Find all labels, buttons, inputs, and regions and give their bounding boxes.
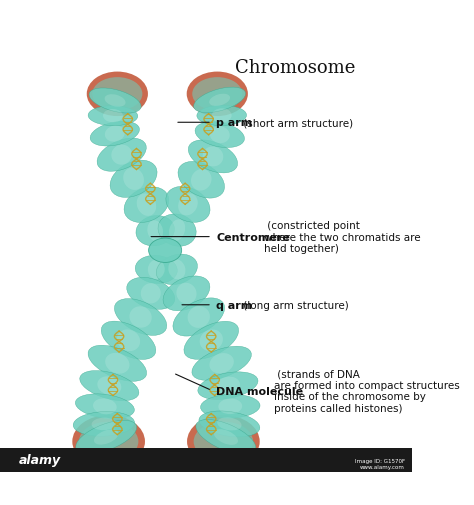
Ellipse shape	[188, 307, 210, 328]
Ellipse shape	[195, 122, 245, 148]
Ellipse shape	[136, 216, 174, 246]
Ellipse shape	[111, 145, 132, 165]
Ellipse shape	[91, 418, 116, 430]
Ellipse shape	[191, 170, 211, 191]
Text: DNA molecule: DNA molecule	[216, 386, 303, 396]
Ellipse shape	[89, 89, 141, 114]
Ellipse shape	[216, 377, 240, 395]
Ellipse shape	[156, 255, 198, 285]
Ellipse shape	[194, 88, 246, 113]
Ellipse shape	[169, 220, 185, 241]
Text: (strands of DNA
are formed into compact structures
inside of the chromosome by
p: (strands of DNA are formed into compact …	[273, 369, 459, 413]
Ellipse shape	[105, 353, 129, 374]
Ellipse shape	[192, 78, 242, 111]
Ellipse shape	[173, 298, 225, 336]
Ellipse shape	[73, 412, 135, 436]
Ellipse shape	[105, 126, 125, 142]
Ellipse shape	[187, 415, 260, 468]
Ellipse shape	[90, 122, 139, 146]
Ellipse shape	[105, 95, 126, 108]
Ellipse shape	[158, 215, 196, 247]
Ellipse shape	[210, 127, 230, 144]
Text: q arm: q arm	[216, 300, 253, 310]
Ellipse shape	[199, 411, 260, 437]
Ellipse shape	[192, 346, 251, 381]
Ellipse shape	[196, 420, 256, 454]
Ellipse shape	[210, 354, 234, 374]
Text: alamy: alamy	[19, 453, 61, 466]
Ellipse shape	[149, 239, 182, 263]
Ellipse shape	[163, 276, 210, 311]
Ellipse shape	[92, 78, 142, 111]
Ellipse shape	[80, 371, 139, 401]
Ellipse shape	[97, 377, 121, 395]
Ellipse shape	[127, 278, 175, 310]
Ellipse shape	[94, 430, 118, 445]
Ellipse shape	[184, 322, 238, 360]
Ellipse shape	[197, 106, 246, 126]
Ellipse shape	[141, 284, 161, 304]
Ellipse shape	[148, 260, 165, 280]
Text: (long arm structure): (long arm structure)	[240, 300, 349, 310]
Ellipse shape	[178, 194, 198, 216]
Ellipse shape	[124, 187, 169, 223]
Ellipse shape	[93, 398, 117, 415]
Ellipse shape	[200, 330, 223, 351]
Ellipse shape	[198, 372, 258, 399]
Ellipse shape	[117, 330, 140, 351]
Ellipse shape	[168, 260, 185, 280]
Ellipse shape	[147, 221, 163, 242]
Ellipse shape	[209, 94, 230, 107]
Ellipse shape	[79, 422, 138, 462]
Ellipse shape	[103, 110, 123, 123]
Bar	[0, 447, 412, 472]
Text: Image ID: G1570F
www.alamy.com: Image ID: G1570F www.alamy.com	[355, 458, 405, 469]
Text: p arm: p arm	[216, 118, 253, 128]
Ellipse shape	[73, 415, 145, 468]
Ellipse shape	[194, 422, 253, 462]
Ellipse shape	[188, 140, 237, 174]
Ellipse shape	[101, 322, 156, 360]
Ellipse shape	[88, 107, 138, 126]
Ellipse shape	[88, 345, 146, 381]
Ellipse shape	[137, 194, 156, 217]
Ellipse shape	[176, 283, 197, 304]
Ellipse shape	[129, 307, 152, 328]
Ellipse shape	[201, 394, 260, 419]
Ellipse shape	[217, 418, 242, 431]
Ellipse shape	[212, 109, 232, 123]
Ellipse shape	[123, 168, 144, 190]
Ellipse shape	[219, 399, 242, 414]
Ellipse shape	[87, 72, 148, 117]
Ellipse shape	[114, 299, 167, 336]
Ellipse shape	[178, 162, 225, 198]
Ellipse shape	[166, 187, 210, 223]
Ellipse shape	[202, 147, 223, 167]
Text: (constricted point
where the two chromatids are
held together): (constricted point where the two chromat…	[264, 221, 421, 254]
Ellipse shape	[187, 72, 248, 117]
Ellipse shape	[76, 421, 137, 454]
Text: Chromosome: Chromosome	[235, 59, 356, 77]
Text: Centromere: Centromere	[216, 232, 290, 242]
Text: (short arm structure): (short arm structure)	[240, 118, 353, 128]
Ellipse shape	[214, 429, 238, 445]
Ellipse shape	[97, 139, 146, 172]
Ellipse shape	[135, 256, 177, 284]
Ellipse shape	[75, 394, 134, 419]
Ellipse shape	[110, 161, 157, 198]
